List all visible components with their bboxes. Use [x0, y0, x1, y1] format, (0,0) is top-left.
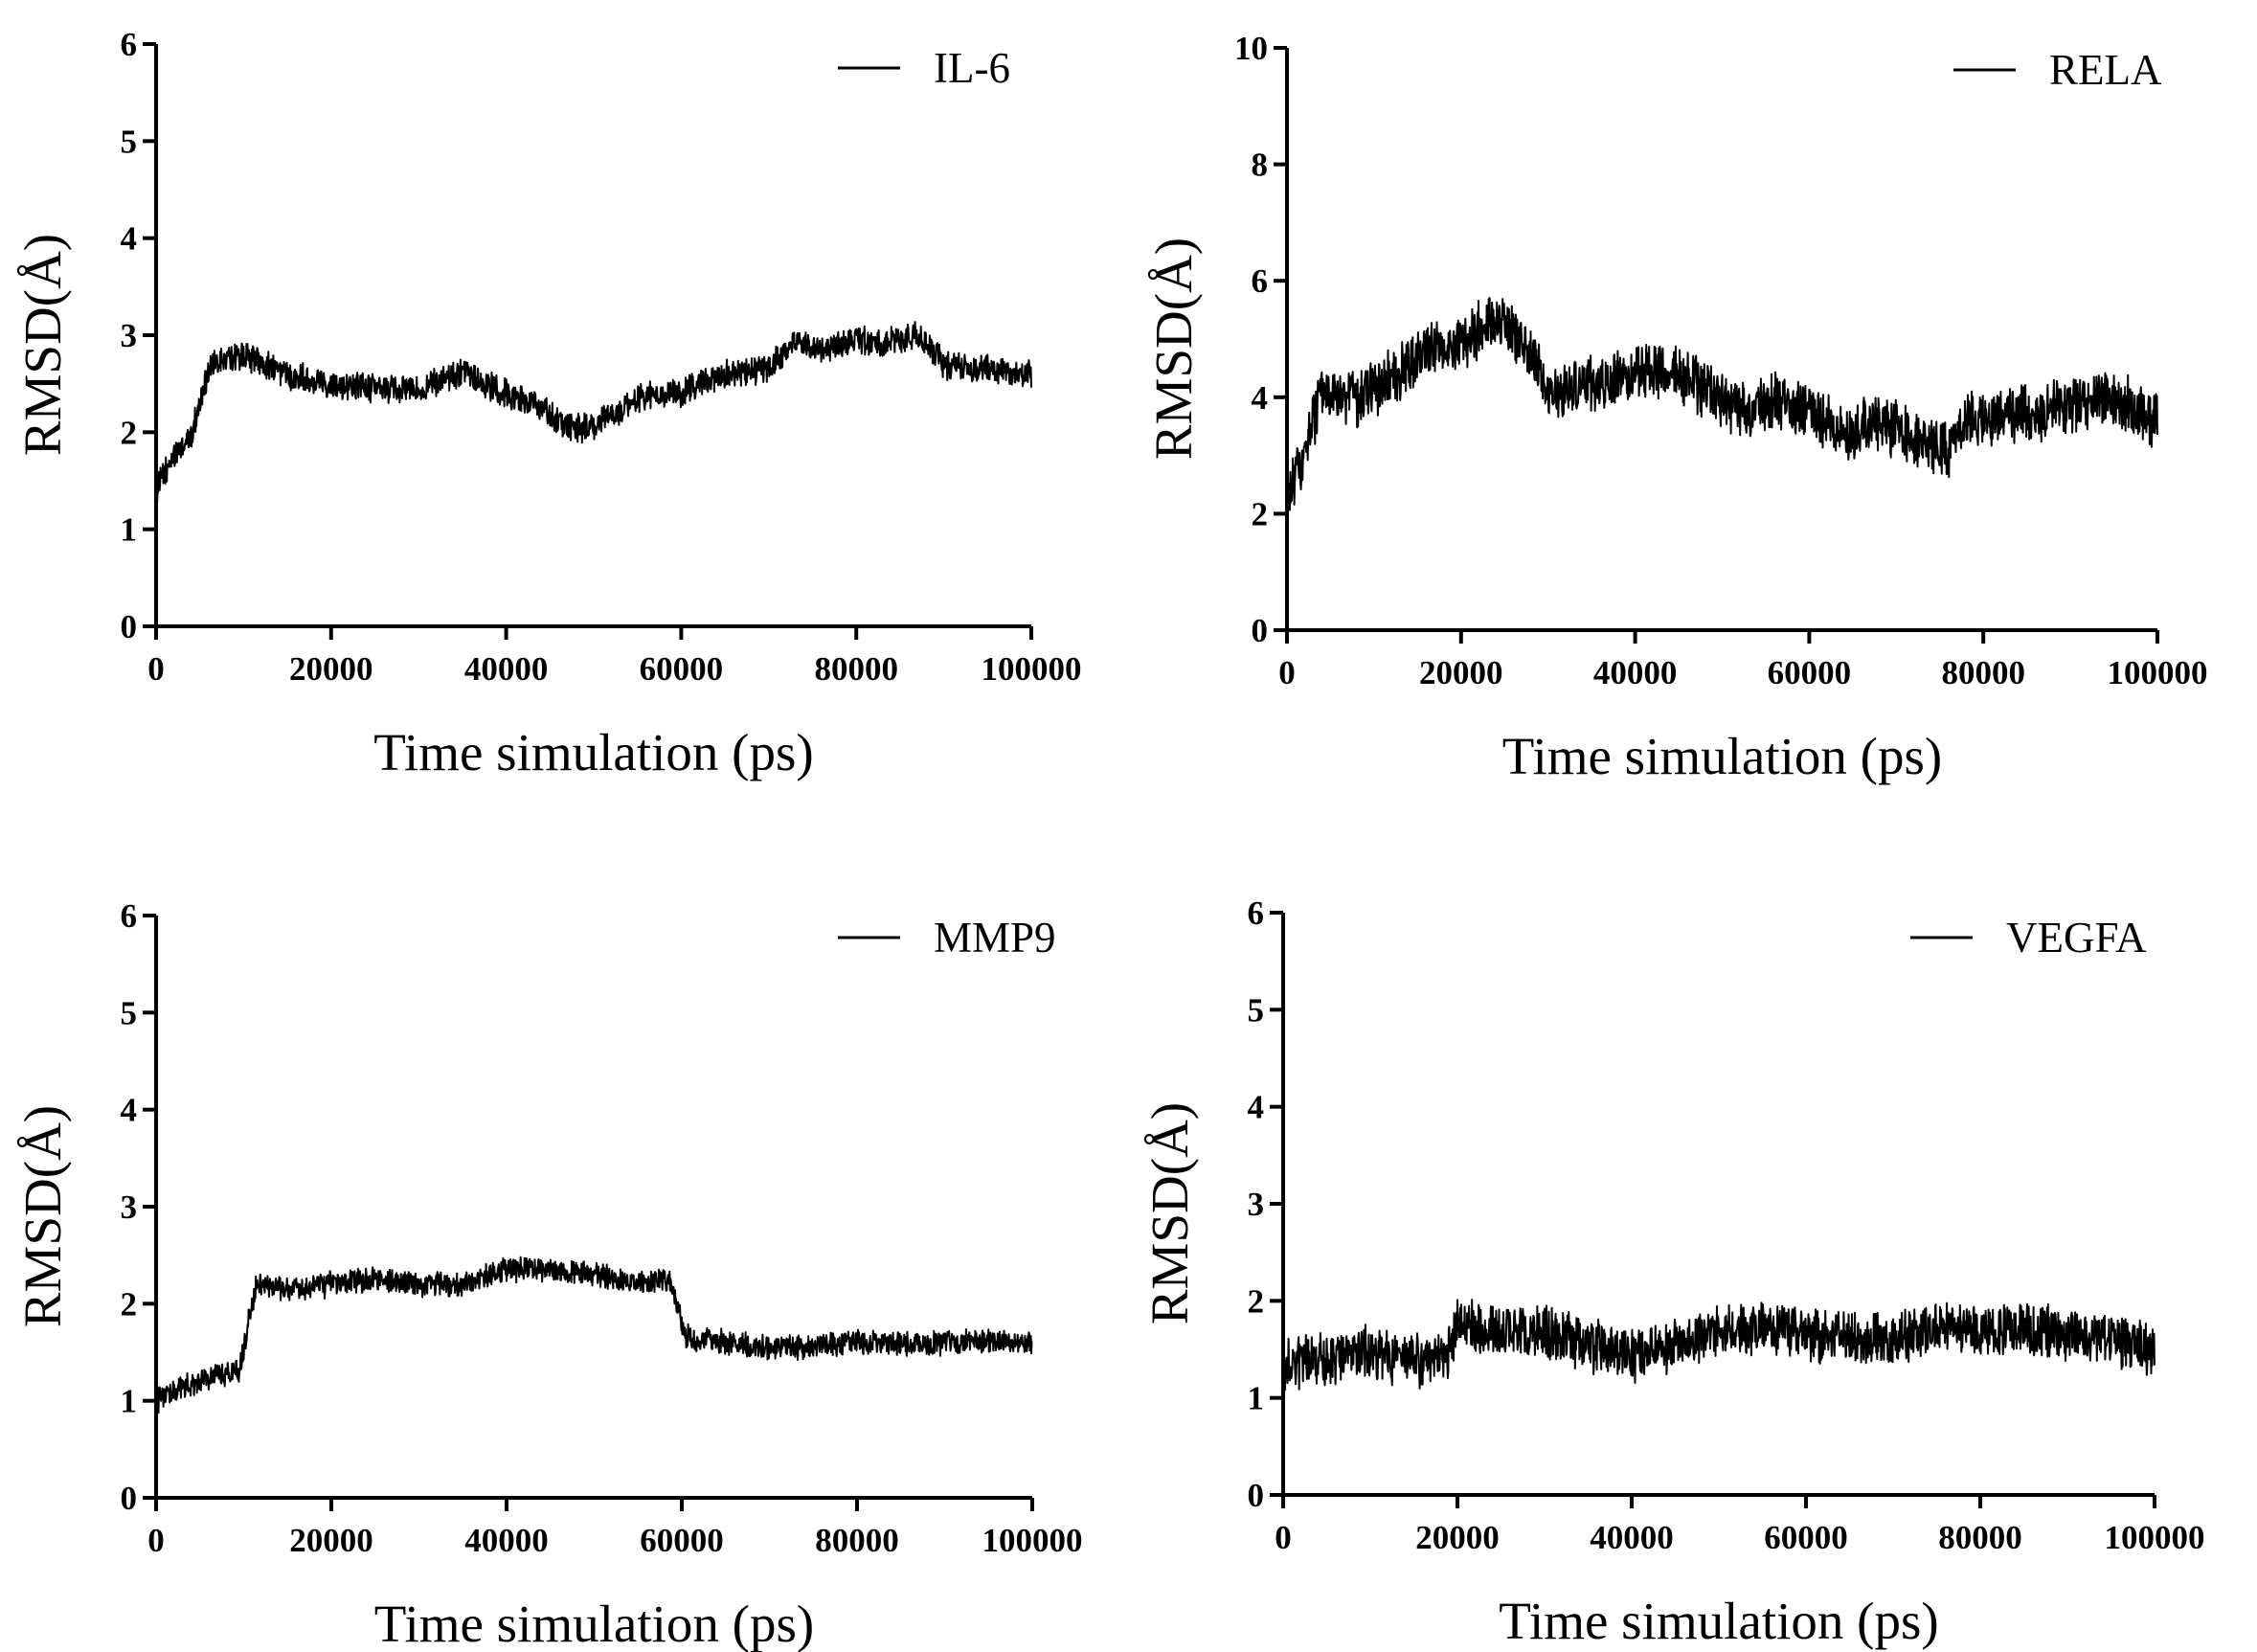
y-tick-label: 4 [1252, 379, 1269, 417]
x-tick-label: 40000 [1590, 1519, 1674, 1556]
x-tick-label: 20000 [1419, 654, 1503, 691]
y-tick-label: 1 [121, 511, 138, 549]
y-tick-label: 4 [1248, 1089, 1265, 1126]
y-tick-label: 2 [121, 1285, 138, 1323]
legend-label: VEGFA [2006, 914, 2147, 962]
x-tick-label: 40000 [464, 1522, 549, 1559]
x-tick-label: 0 [147, 650, 165, 688]
y-tick-label: 4 [121, 220, 138, 258]
chart-panel-3: MMP9 0 1 2 3 4 5 6 0 20000 40000 60000 80000 100000 Ti… [13, 897, 1083, 1652]
x-tick-label: 80000 [814, 650, 898, 688]
x-tick-label: 20000 [1415, 1519, 1500, 1556]
legend: MMP9 [838, 914, 1056, 962]
legend-label: MMP9 [934, 914, 1056, 962]
x-tick-label: 60000 [640, 1522, 724, 1559]
chart-panel-2: RELA 0 2 4 6 8 10 0 20000 40000 60000 80000 100000 Ti… [1144, 30, 2208, 785]
x-tick-label: 80000 [1938, 1519, 2022, 1556]
x-tick-label: 0 [1278, 654, 1296, 691]
x-tick-label: 20000 [289, 1522, 373, 1559]
y-tick-label: 6 [121, 26, 138, 63]
y-tick-label: 5 [121, 123, 138, 160]
x-tick-label: 60000 [1764, 1519, 1848, 1556]
y-tick-label: 6 [1248, 894, 1265, 932]
y-tick-label: 0 [121, 1480, 138, 1517]
x-tick-label: 40000 [1593, 654, 1678, 691]
x-tick-label: 0 [147, 1522, 165, 1559]
y-tick-label: 2 [1252, 495, 1269, 532]
y-axis-title: RMSD(Å) [13, 1105, 72, 1327]
y-tick-label: 0 [121, 608, 138, 645]
series-line-RELA [1286, 297, 2158, 511]
x-tick-label: 100000 [982, 1522, 1083, 1559]
y-tick-label: 2 [1248, 1282, 1265, 1320]
legend: IL-6 [838, 44, 1010, 92]
y-tick-label: 1 [1248, 1380, 1265, 1417]
x-axis-title: Time simulation (ps) [374, 1595, 814, 1652]
series-line-MMP9 [155, 1256, 1033, 1414]
x-tick-label: 40000 [464, 650, 549, 688]
y-tick-label: 4 [121, 1092, 138, 1129]
x-tick-label: 100000 [2105, 1519, 2205, 1556]
y-tick-label: 3 [1248, 1186, 1265, 1223]
y-axis-title: RMSD(Å) [13, 234, 72, 456]
y-tick-label: 1 [121, 1383, 138, 1420]
x-tick-label: 60000 [640, 650, 724, 688]
x-axis-title: Time simulation (ps) [1499, 1592, 1938, 1650]
x-axis-title: Time simulation (ps) [373, 723, 813, 781]
y-tick-label: 3 [121, 1188, 138, 1226]
y-tick-label: 5 [121, 994, 138, 1031]
chart-panel-1: IL-6 0 1 2 3 4 5 6 0 20000 40000 60000 80000 100000 Ti… [13, 26, 1082, 781]
y-tick-label: 5 [1248, 991, 1265, 1029]
x-tick-label: 0 [1275, 1519, 1292, 1556]
legend-label: IL-6 [934, 44, 1010, 92]
x-tick-label: 80000 [815, 1522, 899, 1559]
x-tick-label: 20000 [289, 650, 373, 688]
series-line-IL-6 [155, 321, 1032, 505]
y-tick-label: 3 [121, 317, 138, 354]
x-tick-label: 80000 [1941, 654, 2025, 691]
y-tick-label: 2 [121, 414, 138, 451]
y-tick-label: 6 [121, 897, 138, 935]
y-tick-label: 8 [1252, 147, 1269, 184]
series-line-VEGFA [1282, 1299, 2155, 1392]
y-axis-title: RMSD(Å) [1144, 238, 1203, 460]
y-tick-label: 0 [1248, 1477, 1265, 1514]
legend: VEGFA [1910, 914, 2147, 962]
y-tick-label: 10 [1234, 30, 1268, 67]
legend-label: RELA [2049, 46, 2162, 94]
legend: RELA [1953, 46, 2162, 94]
x-axis-title: Time simulation (ps) [1502, 727, 1942, 785]
x-tick-label: 100000 [2108, 654, 2208, 691]
chart-panel-4: VEGFA 0 1 2 3 4 5 6 0 20000 40000 60000 80000 100000 T… [1140, 894, 2205, 1650]
y-tick-label: 0 [1252, 612, 1269, 649]
y-axis-title: RMSD(Å) [1140, 1102, 1199, 1324]
x-tick-label: 100000 [982, 650, 1082, 688]
x-tick-label: 60000 [1768, 654, 1852, 691]
y-tick-label: 6 [1252, 262, 1269, 300]
